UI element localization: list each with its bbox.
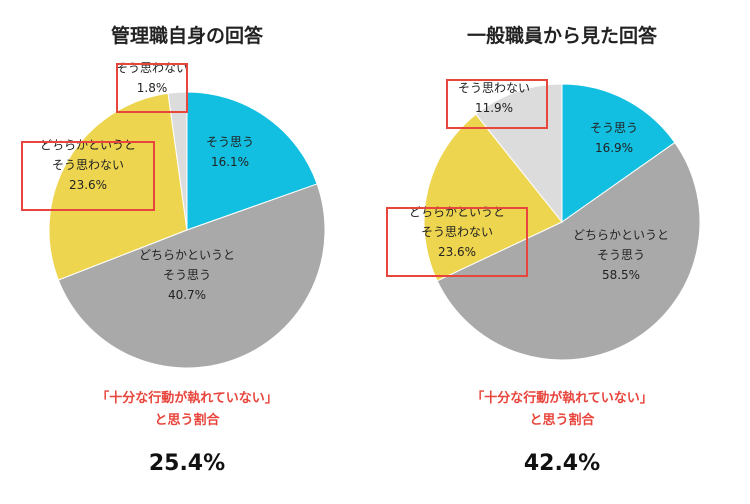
slice-label-agree: 16.9% — [595, 141, 633, 155]
note-line-1: 「十分な行動が執れていない」 — [96, 390, 278, 406]
pie-slice-somewhat-disagree — [423, 113, 563, 282]
slice-label-somewhat-agree: どちらかというと — [139, 248, 235, 262]
slice-label-somewhat-agree: そう思う — [163, 268, 211, 282]
slice-label-disagree: 11.9% — [475, 101, 513, 115]
slice-label-somewhat-agree: そう思う — [597, 248, 645, 262]
pie-slice-agree — [186, 91, 318, 231]
slice-label-disagree: 1.8% — [137, 81, 168, 95]
pie-slices — [48, 91, 326, 369]
slice-label-agree: 16.1% — [211, 155, 249, 169]
pie-chart-managers: 管理職自身の回答 そう思う16.1%どちらかというとそう思う40.7%どちらかと… — [21, 24, 326, 476]
slice-label-somewhat-agree: どちらかというと — [573, 228, 669, 242]
pie-slice-somewhat-agree — [436, 141, 701, 361]
pie-chart-staff: 一般職員から見た回答 そう思う16.9%どちらかというとそう思う58.5%どちら… — [386, 24, 701, 476]
highlight-box — [116, 63, 188, 113]
note-line-1: 「十分な行動が執れていない」 — [471, 390, 653, 406]
highlight-box — [21, 141, 155, 211]
note-line-2: と思う割合 — [529, 412, 595, 428]
slice-labels: そう思う16.1%どちらかというとそう思う40.7%どちらかというとそう思わない… — [21, 61, 254, 302]
pie-slice-agree — [561, 83, 676, 223]
chart-title: 一般職員から見た回答 — [467, 24, 658, 47]
slice-label-somewhat-agree: 40.7% — [168, 288, 206, 302]
slice-label-somewhat-disagree: 23.6% — [69, 178, 107, 192]
note-line-2: と思う割合 — [154, 412, 220, 428]
slice-label-somewhat-disagree: 23.6% — [438, 245, 476, 259]
chart-title: 管理職自身の回答 — [111, 24, 264, 47]
pie-slice-disagree — [475, 83, 563, 224]
highlight-box — [386, 207, 528, 277]
pie-slice-somewhat-agree — [57, 183, 326, 369]
slice-label-somewhat-agree: 58.5% — [602, 268, 640, 282]
slice-label-somewhat-disagree: そう思わない — [52, 158, 124, 172]
result-percentage: 42.4% — [524, 451, 600, 476]
slice-label-somewhat-disagree: どちらかというと — [40, 138, 136, 152]
highlight-box — [446, 79, 548, 129]
result-percentage: 25.4% — [149, 451, 225, 476]
slice-labels: そう思う16.9%どちらかというとそう思う58.5%どちらかというとそう思わない… — [386, 79, 669, 282]
pie-slice-somewhat-disagree — [48, 92, 188, 281]
slice-label-agree: そう思う — [206, 135, 254, 149]
slice-label-somewhat-disagree: そう思わない — [421, 225, 493, 239]
slice-label-disagree: そう思わない — [458, 81, 530, 95]
pie-slices — [423, 83, 701, 361]
slice-label-agree: そう思う — [590, 121, 638, 135]
